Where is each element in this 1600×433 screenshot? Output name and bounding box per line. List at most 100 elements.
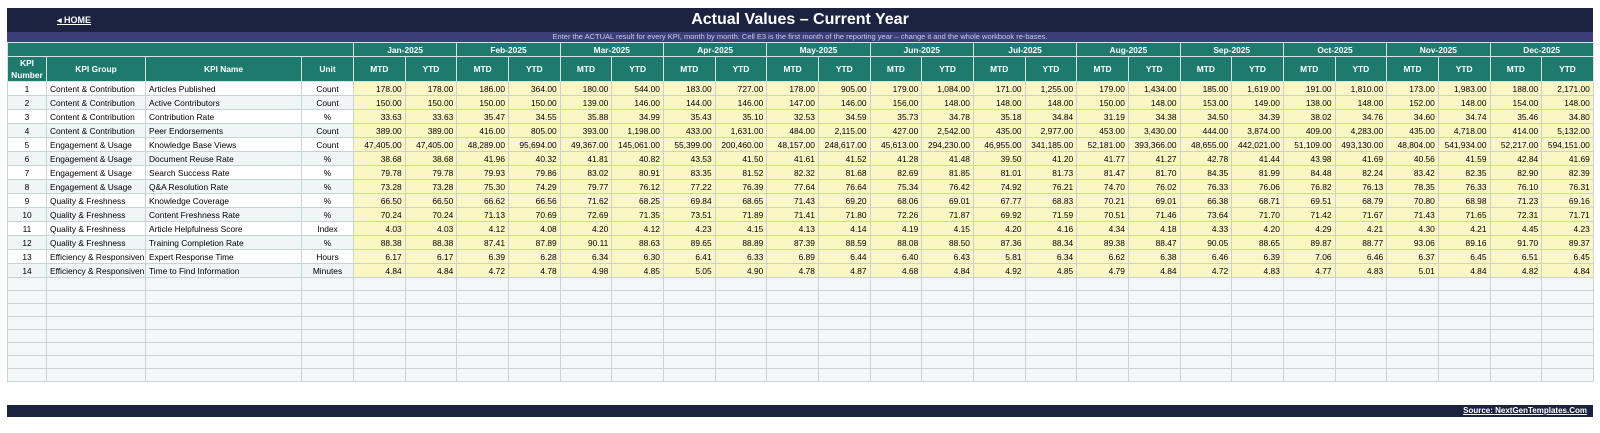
empty-cell[interactable] [1541, 355, 1594, 369]
ytd-value-cell[interactable]: 148.00 [1024, 95, 1078, 110]
empty-cell[interactable] [456, 342, 509, 356]
ytd-value-cell[interactable]: 6.38 [1127, 249, 1181, 264]
empty-cell[interactable] [404, 303, 458, 317]
mtd-value-cell[interactable]: 46,955.00 [972, 137, 1026, 152]
ytd-value-cell[interactable]: 544.00 [611, 81, 664, 96]
empty-cell[interactable] [972, 303, 1026, 317]
empty-cell[interactable] [1489, 342, 1543, 356]
mtd-value-cell[interactable]: 4.84 [353, 263, 406, 278]
empty-cell[interactable] [869, 355, 923, 369]
ytd-value-cell[interactable]: 41.69 [1334, 151, 1388, 166]
mtd-value-cell[interactable]: 178.00 [766, 81, 819, 96]
empty-cell[interactable] [1127, 368, 1181, 382]
mtd-value-cell[interactable]: 4.29 [1282, 221, 1336, 236]
empty-cell[interactable] [817, 355, 871, 369]
mtd-value-cell[interactable]: 154.00 [1489, 95, 1543, 110]
mtd-value-cell[interactable]: 178.00 [353, 81, 406, 96]
empty-cell[interactable] [507, 355, 561, 369]
empty-cell[interactable] [507, 368, 561, 382]
kpi-group-cell[interactable]: Content & Contribution [46, 95, 146, 110]
empty-cell[interactable] [507, 316, 561, 330]
empty-cell[interactable] [1334, 368, 1388, 382]
mtd-value-cell[interactable]: 71.62 [559, 193, 613, 208]
ytd-value-cell[interactable]: 4.84 [1541, 263, 1594, 278]
ytd-value-cell[interactable]: 4.15 [714, 221, 768, 236]
mtd-value-cell[interactable]: 70.21 [1076, 193, 1129, 208]
empty-cell[interactable] [714, 277, 768, 291]
empty-cell[interactable] [662, 368, 716, 382]
empty-cell[interactable] [714, 342, 768, 356]
mtd-value-cell[interactable]: 173.00 [1386, 81, 1439, 96]
mtd-value-cell[interactable]: 33.63 [353, 109, 406, 124]
mtd-value-cell[interactable]: 4.79 [1076, 263, 1129, 278]
ytd-value-cell[interactable]: 4.08 [507, 221, 561, 236]
empty-cell[interactable] [1386, 303, 1439, 317]
empty-cell[interactable] [559, 329, 613, 343]
ytd-value-cell[interactable]: 80.91 [611, 165, 664, 180]
ytd-value-cell[interactable]: 88.47 [1127, 235, 1181, 250]
mtd-value-cell[interactable]: 43.98 [1282, 151, 1336, 166]
ytd-value-cell[interactable]: 88.89 [714, 235, 768, 250]
kpi-group-cell[interactable]: Efficiency & Responsiven [46, 249, 146, 264]
ytd-value-cell[interactable]: 1,631.00 [714, 123, 768, 138]
ytd-value-cell[interactable]: 88.38 [404, 235, 458, 250]
empty-cell[interactable] [1024, 290, 1078, 304]
mtd-value-cell[interactable]: 66.38 [1179, 193, 1233, 208]
mtd-value-cell[interactable]: 139.00 [559, 95, 613, 110]
ytd-value-cell[interactable]: 4.84 [921, 263, 974, 278]
empty-cell[interactable] [7, 342, 47, 356]
ytd-value-cell[interactable]: 40.32 [507, 151, 561, 166]
kpi-group-cell[interactable]: Engagement & Usage [46, 165, 146, 180]
mtd-value-cell[interactable]: 179.00 [1076, 81, 1129, 96]
ytd-value-cell[interactable]: 73.28 [404, 179, 458, 194]
empty-cell[interactable] [1489, 303, 1543, 317]
ytd-value-cell[interactable]: 150.00 [507, 95, 561, 110]
ytd-value-cell[interactable]: 71.70 [1231, 207, 1284, 222]
unit-cell[interactable]: Count [301, 123, 354, 138]
ytd-value-cell[interactable]: 341,185.00 [1024, 137, 1078, 152]
empty-cell[interactable] [714, 329, 768, 343]
mtd-value-cell[interactable]: 150.00 [1076, 95, 1129, 110]
empty-cell[interactable] [921, 368, 974, 382]
unit-cell[interactable]: % [301, 179, 354, 194]
ytd-value-cell[interactable]: 2,542.00 [921, 123, 974, 138]
mtd-value-cell[interactable]: 4.20 [559, 221, 613, 236]
empty-cell[interactable] [301, 277, 354, 291]
ytd-value-cell[interactable]: 364.00 [507, 81, 561, 96]
ytd-value-cell[interactable]: 41.44 [1231, 151, 1284, 166]
empty-cell[interactable] [404, 329, 458, 343]
ytd-value-cell[interactable]: 6.17 [404, 249, 458, 264]
kpi-group-cell[interactable]: Efficiency & Responsiven [46, 263, 146, 278]
empty-cell[interactable] [456, 303, 509, 317]
kpi-group-cell[interactable]: Engagement & Usage [46, 137, 146, 152]
empty-cell[interactable] [1231, 342, 1284, 356]
empty-cell[interactable] [1386, 329, 1439, 343]
ytd-value-cell[interactable]: 4.12 [611, 221, 664, 236]
ytd-value-cell[interactable]: 76.64 [817, 179, 871, 194]
empty-cell[interactable] [921, 290, 974, 304]
empty-cell[interactable] [766, 355, 819, 369]
empty-cell[interactable] [1386, 277, 1439, 291]
ytd-value-cell[interactable]: 4.16 [1024, 221, 1078, 236]
mtd-value-cell[interactable]: 71.42 [1282, 207, 1336, 222]
mtd-value-cell[interactable]: 4.20 [972, 221, 1026, 236]
mtd-value-cell[interactable]: 6.89 [766, 249, 819, 264]
empty-cell[interactable] [353, 355, 406, 369]
ytd-value-cell[interactable]: 76.33 [1437, 179, 1491, 194]
empty-cell[interactable] [1489, 316, 1543, 330]
ytd-value-cell[interactable]: 4.21 [1437, 221, 1491, 236]
kpi-number-cell[interactable]: 4 [7, 123, 47, 138]
unit-cell[interactable]: Count [301, 137, 354, 152]
empty-cell[interactable] [1179, 277, 1233, 291]
empty-cell[interactable] [559, 342, 613, 356]
mtd-value-cell[interactable]: 71.13 [456, 207, 509, 222]
mtd-value-cell[interactable]: 51,109.00 [1282, 137, 1336, 152]
empty-cell[interactable] [1489, 290, 1543, 304]
ytd-value-cell[interactable]: 71.67 [1334, 207, 1388, 222]
empty-cell[interactable] [611, 342, 664, 356]
empty-cell[interactable] [46, 316, 146, 330]
ytd-value-cell[interactable]: 71.71 [1541, 207, 1594, 222]
empty-cell[interactable] [869, 329, 923, 343]
ytd-value-cell[interactable]: 40.82 [611, 151, 664, 166]
kpi-number-cell[interactable]: 6 [7, 151, 47, 166]
